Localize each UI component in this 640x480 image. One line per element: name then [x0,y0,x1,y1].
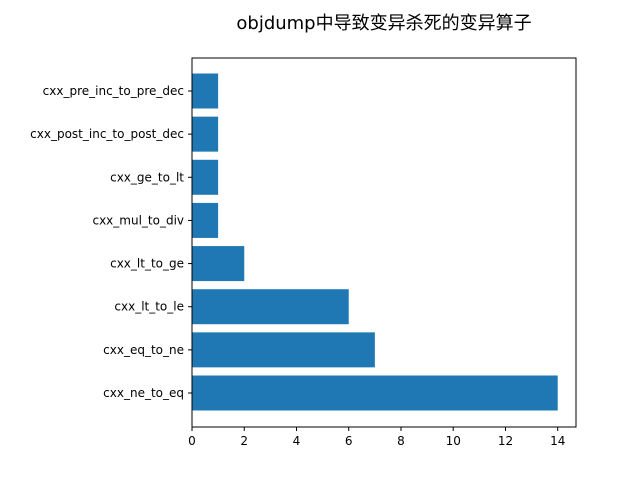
x-tick-label: 10 [446,434,461,448]
y-tick-label: cxx_lt_to_le [114,300,184,314]
y-tick-label: cxx_mul_to_div [92,213,184,227]
bar-cxx_ne_to_eq [192,375,558,411]
x-tick-label: 0 [188,434,196,448]
y-tick-label: cxx_ge_to_lt [110,170,184,184]
chart-title: objdump中导致变异杀死的变异算子 [236,13,531,34]
bar-cxx_post_inc_to_post_dec [192,116,219,152]
bar-cxx_lt_to_le [192,289,349,325]
bar-cxx_eq_to_ne [192,332,375,368]
y-tick-label: cxx_eq_to_ne [103,343,184,357]
x-tick-label: 12 [498,434,513,448]
x-tick-label: 2 [240,434,248,448]
x-tick-label: 14 [550,434,565,448]
bars-group [192,73,558,411]
bar-cxx_ge_to_lt [192,159,219,195]
x-tick-label: 6 [345,434,353,448]
y-ticks-group: cxx_pre_inc_to_pre_dec cxx_post_inc_to_po… [30,84,192,400]
plot-frame [191,57,577,428]
bar-cxx_mul_to_div [192,202,219,238]
x-ticks-group: 0 2 4 6 8 10 12 14 [188,427,565,448]
y-tick-label: cxx_ne_to_eq [103,386,184,400]
bar-cxx_pre_inc_to_pre_dec [192,73,219,109]
y-tick-label: cxx_lt_to_ge [110,257,184,271]
y-tick-label: cxx_post_inc_to_post_dec [30,127,184,141]
x-tick-label: 4 [293,434,301,448]
x-tick-label: 8 [397,434,405,448]
y-tick-label: cxx_pre_inc_to_pre_dec [43,84,184,98]
bar-cxx_lt_to_ge [192,246,245,282]
